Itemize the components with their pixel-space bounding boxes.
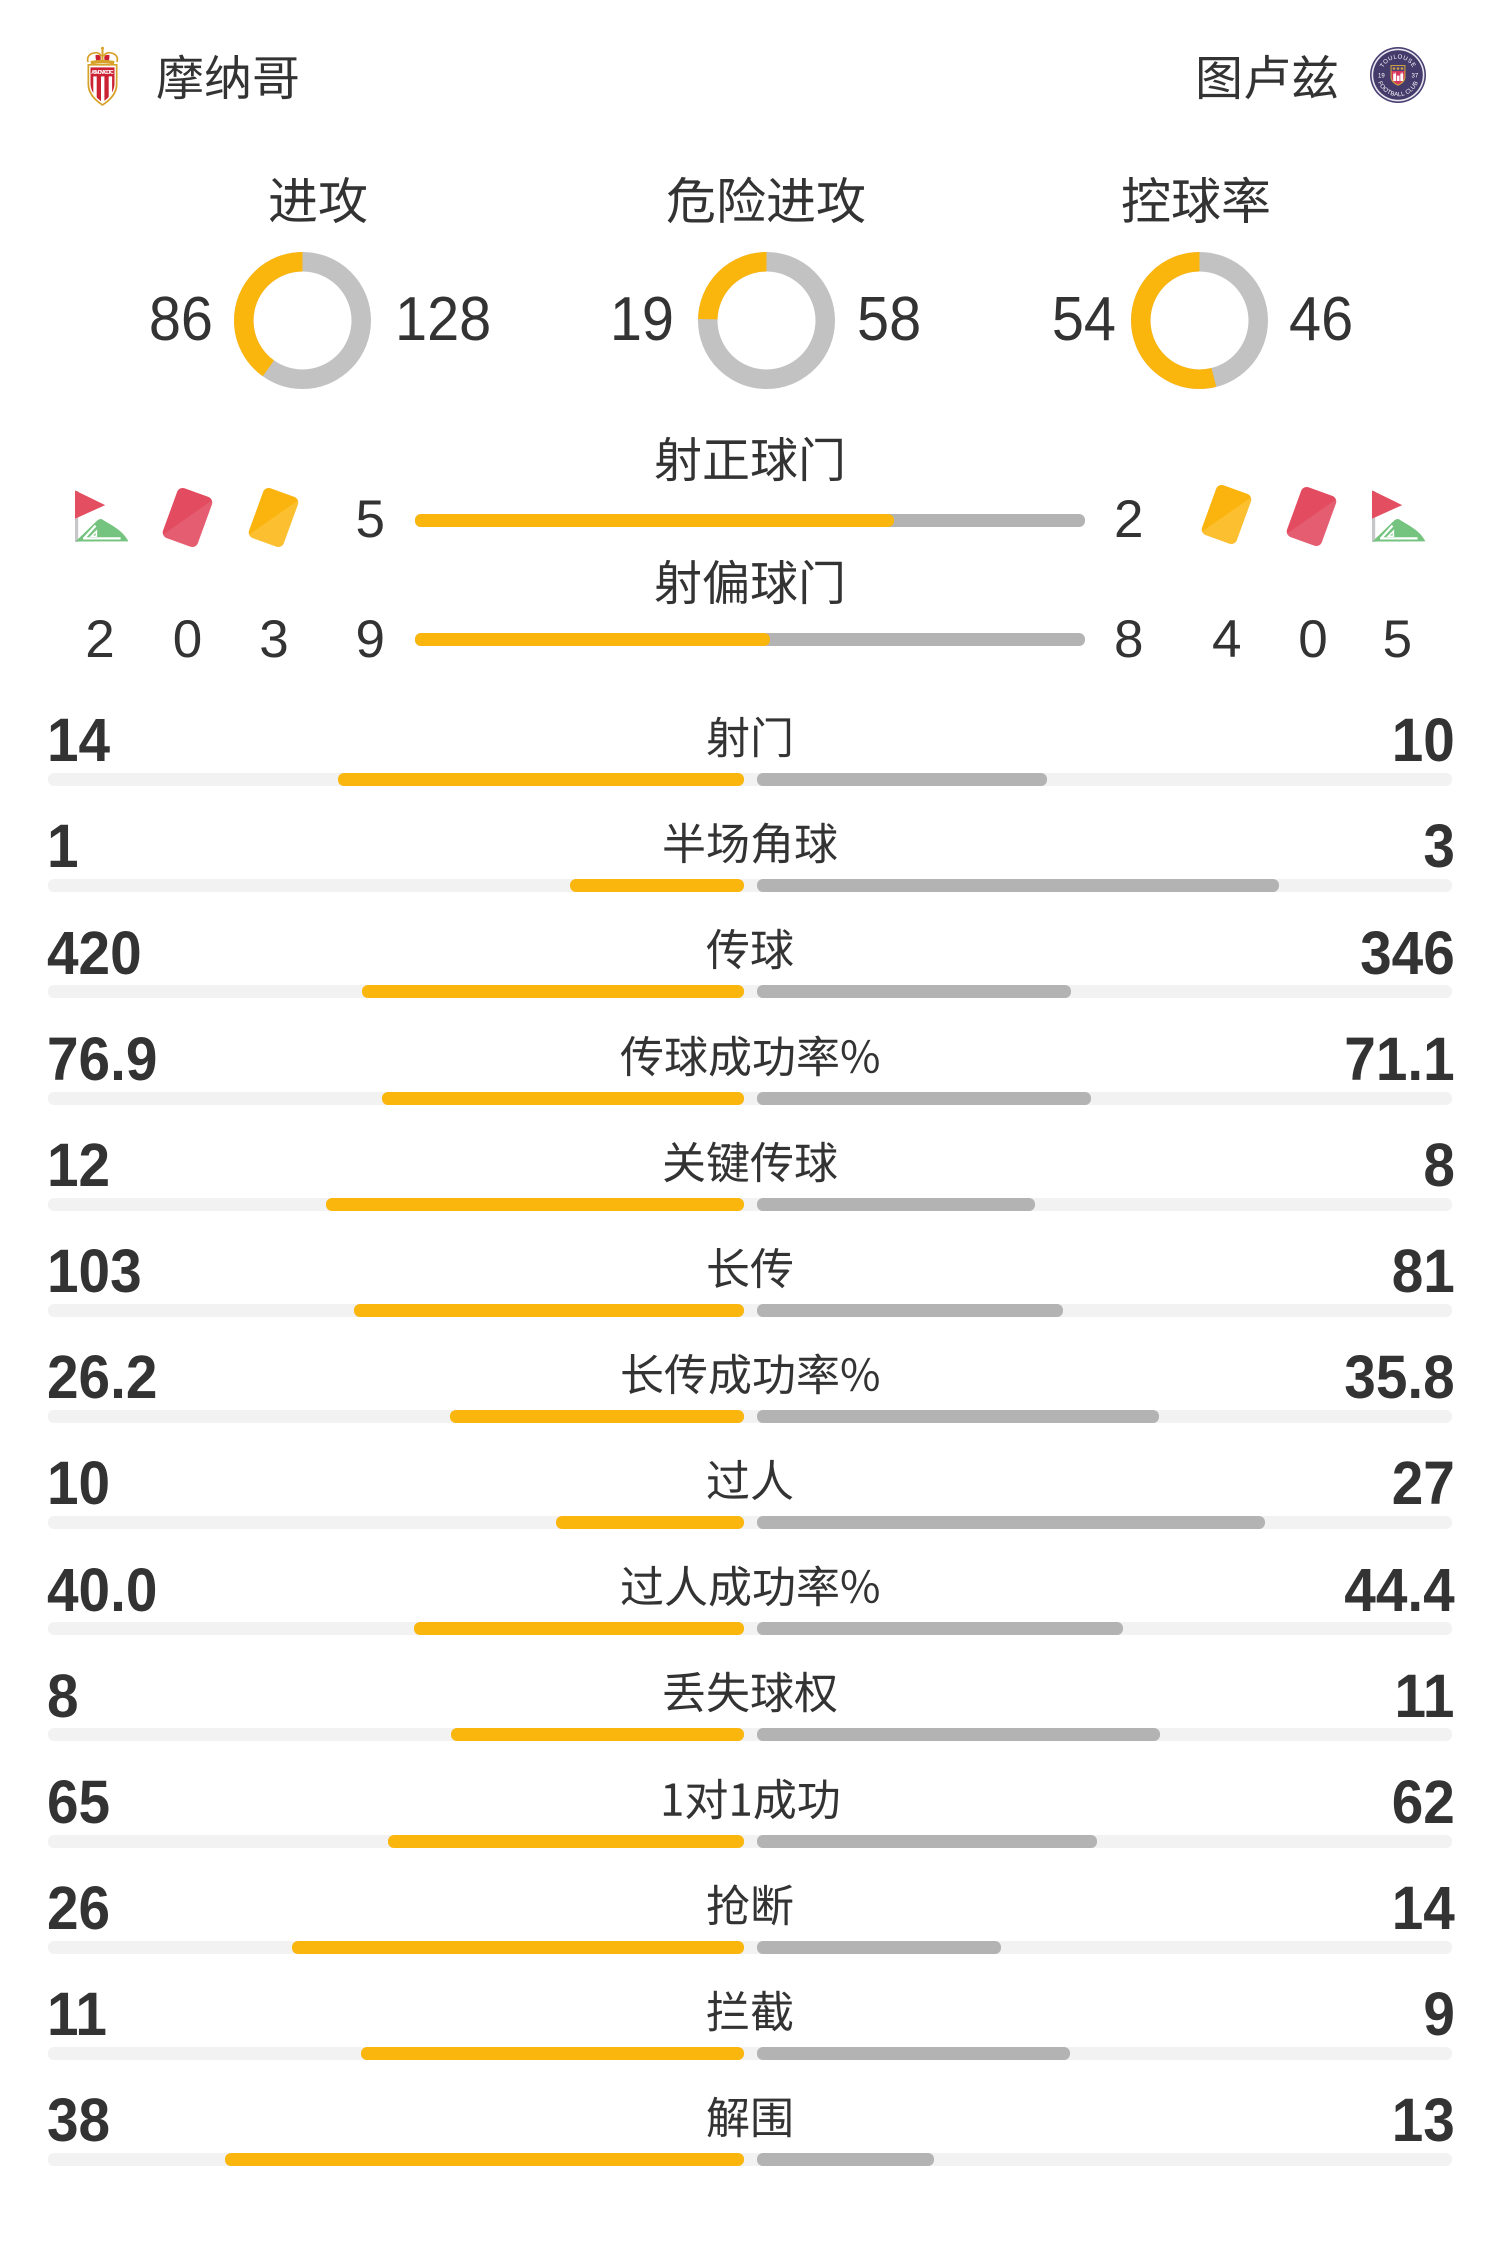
svg-text:19: 19 — [1378, 73, 1385, 79]
svg-text:ASMONACOFC: ASMONACOFC — [91, 70, 114, 76]
svg-text:37: 37 — [1412, 73, 1419, 79]
